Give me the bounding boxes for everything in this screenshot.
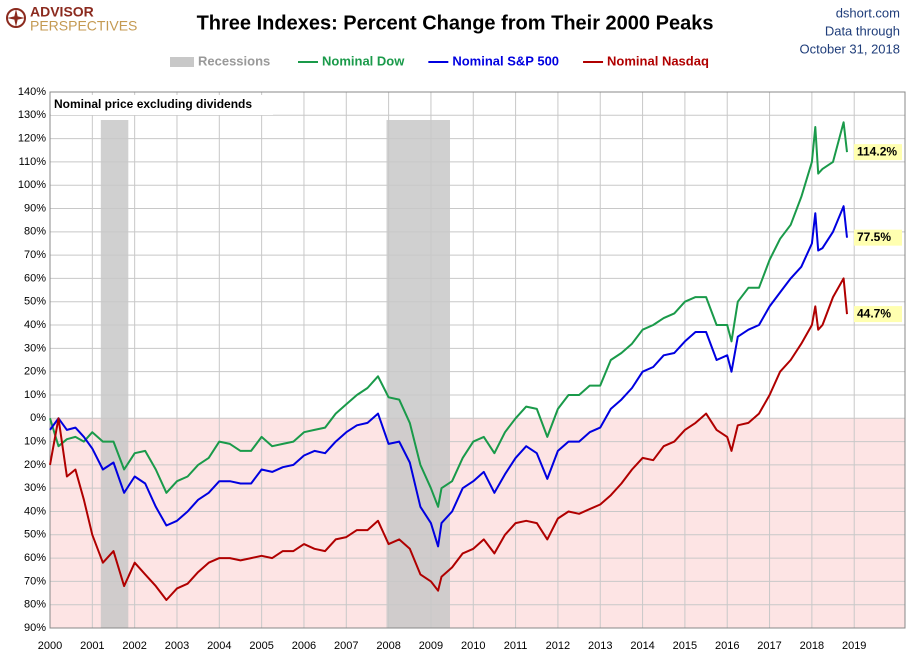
y-tick-label: 0% [30, 412, 46, 424]
x-tick-label: 2011 [504, 640, 528, 652]
y-tick-label: 70% [24, 575, 46, 587]
y-tick-label: 50% [24, 529, 46, 541]
chart-title: Three Indexes: Percent Change from Their… [197, 12, 714, 34]
x-tick-label: 2006 [292, 640, 316, 652]
y-tick-label: 130% [18, 109, 46, 121]
source-date: October 31, 2018 [800, 41, 900, 56]
x-tick-label: 2014 [630, 640, 654, 652]
x-tick-label: 2001 [80, 640, 104, 652]
y-tick-label: 110% [19, 156, 47, 168]
end-label-box [854, 306, 902, 323]
brand-line1: ADVISOR [30, 4, 94, 20]
x-tick-label: 2003 [165, 640, 189, 652]
y-tick-label: 90% [24, 622, 46, 634]
x-tick-label: 2007 [334, 640, 358, 652]
end-label: 44.7% [857, 306, 891, 320]
note-box [51, 95, 273, 115]
y-tick-label: 60% [24, 552, 46, 564]
y-tick-label: 50% [24, 296, 46, 308]
note: Nominal price excluding dividends [54, 97, 252, 111]
y-tick-label: 70% [24, 249, 46, 261]
end-label: 77.5% [857, 230, 891, 244]
x-tick-label: 2012 [546, 640, 570, 652]
y-tick-label: 60% [24, 272, 46, 284]
y-tick-label: 30% [24, 482, 46, 494]
y-tick-label: 10% [24, 435, 46, 447]
series-line [49, 205, 848, 548]
y-tick-label: 20% [24, 366, 46, 378]
y-tick-label: 80% [24, 226, 46, 238]
negative-zone [50, 418, 905, 628]
x-tick-label: 2005 [249, 640, 273, 652]
legend-label: Recessions [198, 53, 270, 68]
recession-band [386, 120, 450, 628]
end-label-box [854, 229, 902, 246]
y-tick-label: 40% [24, 505, 46, 517]
x-tick-label: 2016 [715, 640, 739, 652]
plot-frame [49, 91, 906, 629]
y-tick-label: 140% [18, 86, 46, 98]
end-label-box [854, 144, 902, 161]
end-label: 114.2% [857, 144, 897, 158]
y-tick-label: 10% [24, 389, 46, 401]
x-tick-label: 2008 [376, 640, 400, 652]
recession-band [100, 120, 129, 628]
x-tick-label: 2018 [800, 640, 824, 652]
x-tick-label: 2009 [419, 640, 443, 652]
source-site: dshort.com [836, 5, 900, 20]
x-tick-label: 2000 [38, 640, 62, 652]
y-tick-label: 30% [24, 342, 46, 354]
legend-label: Nominal Dow [322, 53, 405, 68]
source-line: Data through [825, 23, 900, 38]
y-tick-label: 20% [24, 459, 46, 471]
y-tick-label: 90% [24, 202, 46, 214]
x-tick-label: 2013 [588, 640, 612, 652]
x-tick-label: 2015 [673, 640, 697, 652]
legend-label: Nominal S&P 500 [452, 53, 559, 68]
x-tick-label: 2017 [757, 640, 781, 652]
legend-swatch [170, 57, 194, 67]
x-tick-label: 2019 [842, 640, 866, 652]
x-tick-label: 2010 [461, 640, 485, 652]
y-tick-label: 40% [24, 319, 46, 331]
x-tick-label: 2004 [207, 640, 231, 652]
y-tick-label: 80% [24, 599, 46, 611]
y-tick-label: 100% [18, 179, 46, 191]
brand-line2: PERSPECTIVES [30, 18, 137, 34]
legend-label: Nominal Nasdaq [607, 53, 709, 68]
y-tick-label: 120% [18, 133, 46, 145]
x-tick-label: 2002 [122, 640, 146, 652]
series-line [49, 121, 848, 508]
series-line [49, 277, 848, 601]
logo-compass [7, 9, 25, 27]
